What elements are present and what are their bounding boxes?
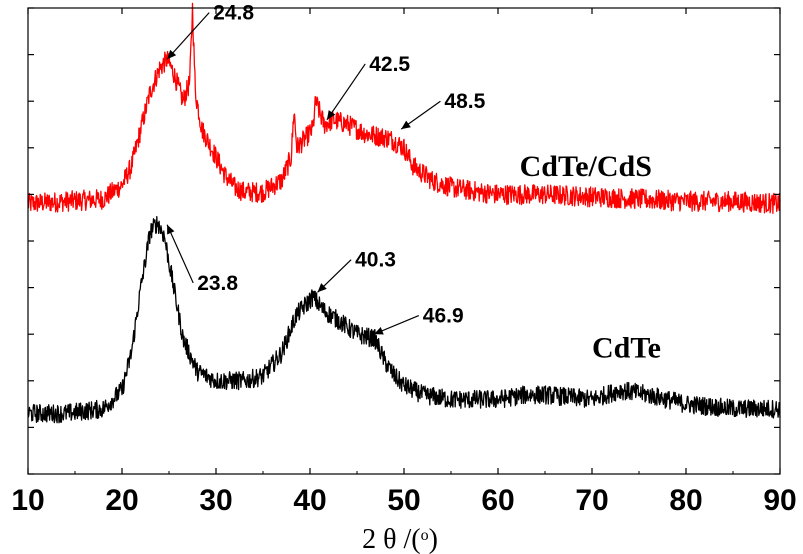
annotation-arrowhead-42.5	[326, 110, 336, 120]
x-tick-label-90: 90	[763, 484, 796, 517]
x-axis-title-sup: o	[421, 527, 429, 544]
x-tick-label-50: 50	[387, 484, 420, 517]
peak-label-23.8: 23.8	[197, 272, 238, 295]
peak-label-46.9: 46.9	[423, 305, 464, 328]
x-tick-label-20: 20	[105, 484, 138, 517]
x-tick-labels: 10 20 30 40 50 60 70 80 90	[11, 484, 796, 517]
annotation-arrow-23.8	[166, 224, 194, 284]
x-tick-label-10: 10	[11, 484, 44, 517]
series-labels: CdTe/CdS CdTe	[520, 150, 661, 365]
peak-label-48.5: 48.5	[444, 90, 485, 113]
x-tick-label-60: 60	[481, 484, 514, 517]
x-tick-label-70: 70	[575, 484, 608, 517]
x-tick-label-40: 40	[293, 484, 326, 517]
axis-layer	[27, 7, 781, 475]
annotation-arrowhead-24.8	[167, 49, 177, 60]
series-label-cdte-cds: CdTe/CdS	[520, 150, 652, 183]
series-line-cdte-cds	[27, 2, 781, 215]
x-axis-title: 2 θ /(o)	[362, 524, 438, 554]
x-tick-label-80: 80	[669, 484, 702, 517]
annotation-arrowhead-23.8	[167, 224, 175, 235]
peak-label-24.8: 24.8	[213, 2, 254, 25]
annotation-arrowhead-40.3	[317, 283, 327, 293]
annotation-arrow-42.5	[326, 63, 366, 121]
peak-label-40.3: 40.3	[355, 249, 396, 272]
series-layer	[27, 2, 781, 424]
annotation-arrow-24.8	[166, 12, 210, 60]
series-label-cdte: CdTe	[592, 332, 661, 365]
annotation-arrowhead-48.5	[401, 120, 411, 130]
series-line-cdte	[27, 215, 781, 424]
x-axis-title-close: )	[429, 524, 438, 554]
peak-label-42.5: 42.5	[369, 53, 410, 76]
annotation-layer: 24.8 42.5 48.5 23.8 40.3 46.9	[166, 2, 486, 335]
annotation-arrowhead-46.9	[373, 327, 384, 335]
x-tick-label-30: 30	[199, 484, 232, 517]
x-axis-title-main: 2 θ /(	[362, 524, 421, 554]
